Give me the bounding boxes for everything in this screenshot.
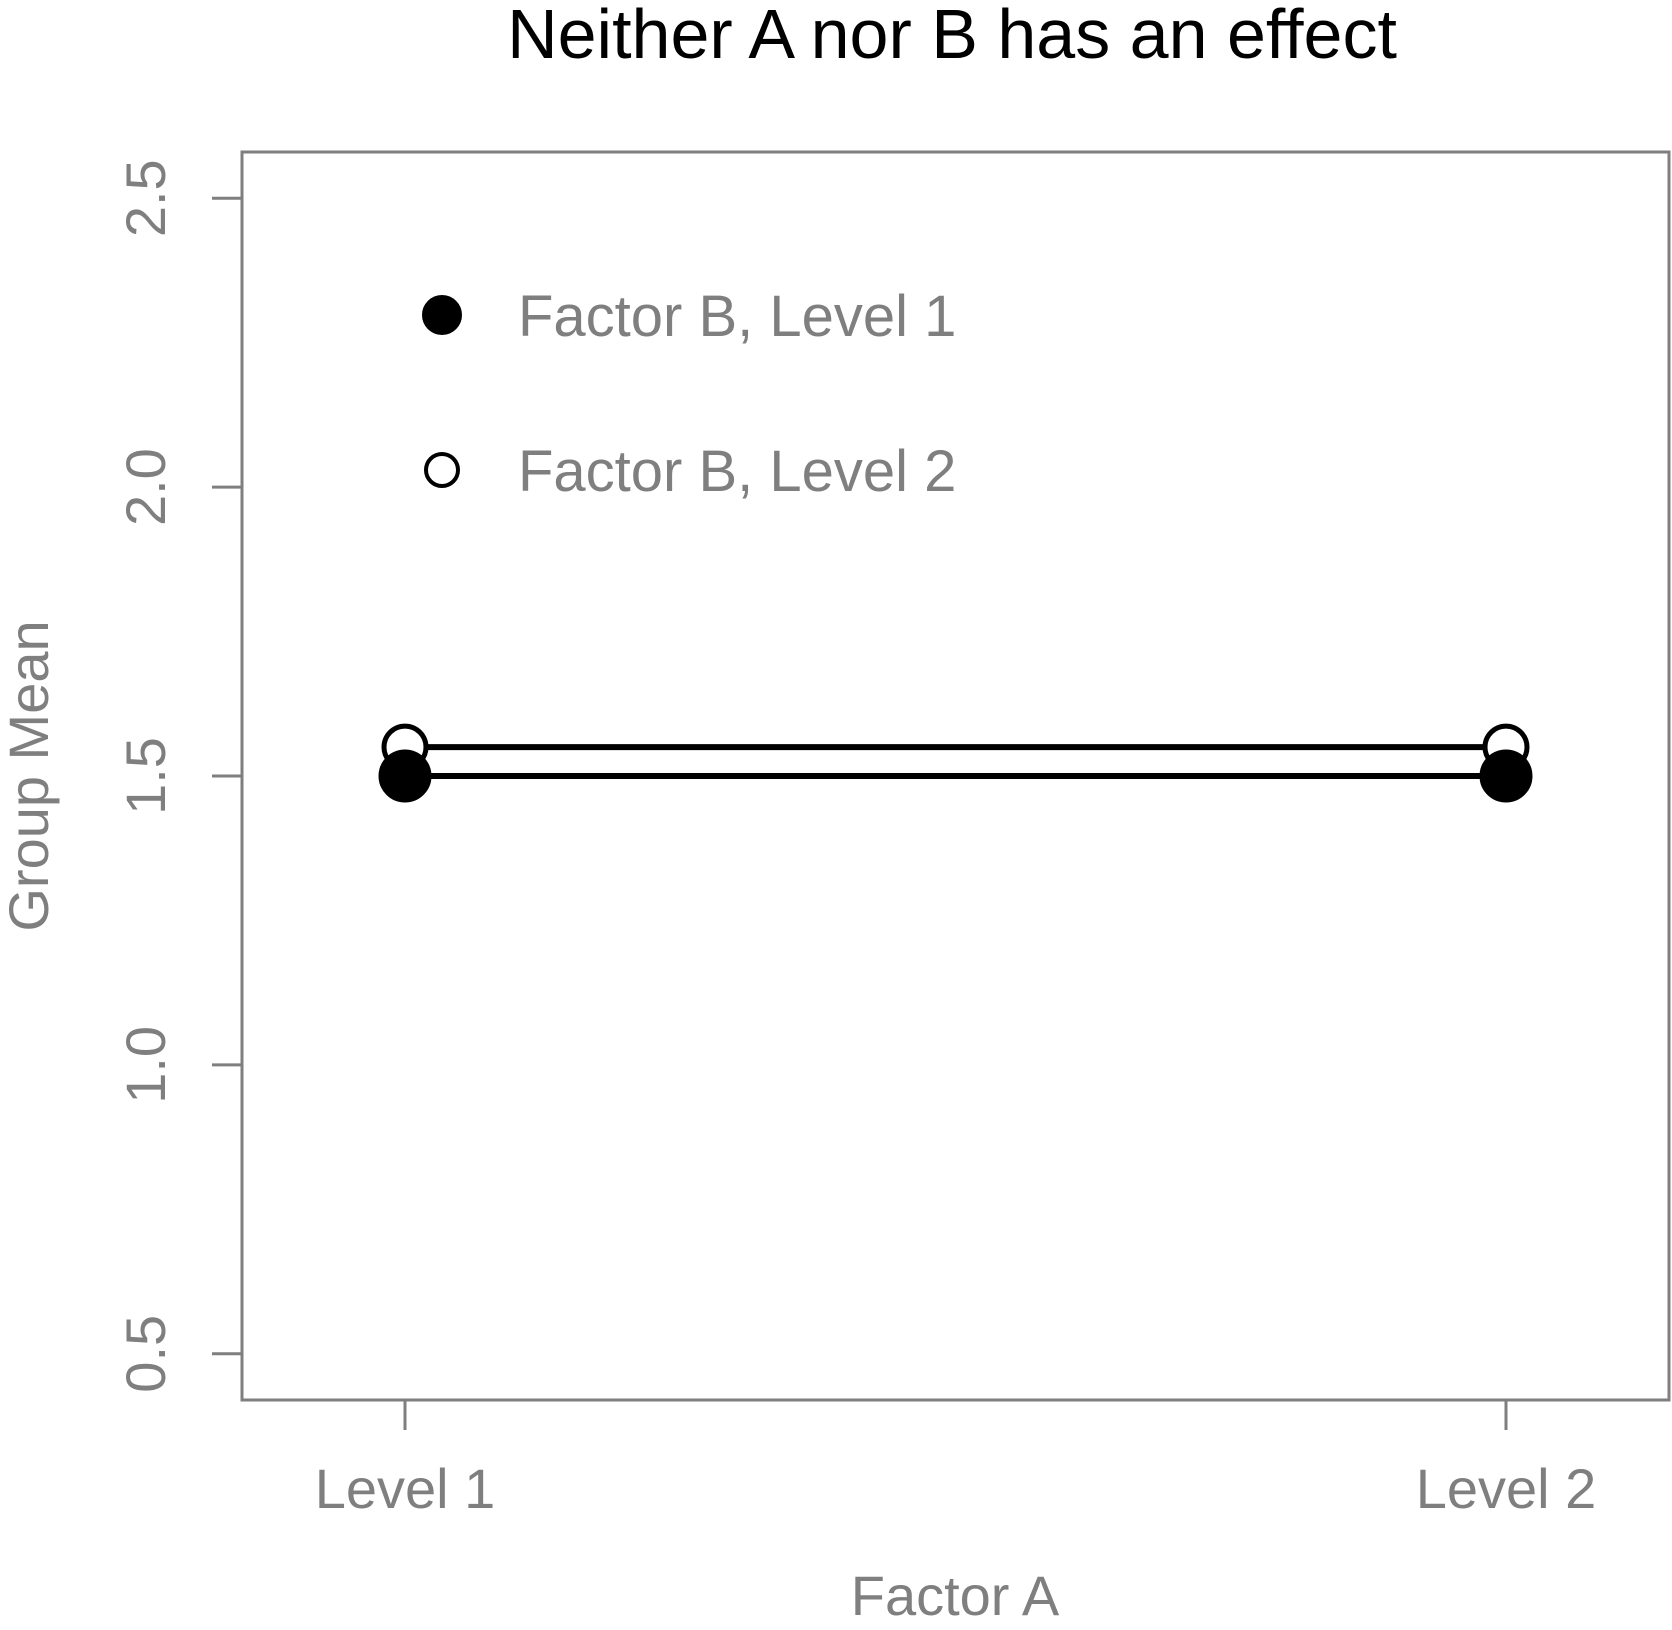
legend-entry-label: Factor B, Level 2 (518, 439, 956, 504)
data-point-filled (1479, 749, 1533, 803)
data-point-filled (378, 749, 432, 803)
x-tick-label: Level 1 (315, 1457, 496, 1520)
y-axis: 0.5 1.0 1.5 2.0 2.5 (114, 159, 242, 1393)
y-tick-label: 2.0 (114, 448, 177, 526)
y-tick-label: 1.0 (114, 1026, 177, 1104)
x-axis: Level 1 Level 2 (315, 1400, 1597, 1520)
y-axis-label: Group Mean (0, 620, 60, 931)
y-tick-label: 1.5 (114, 737, 177, 815)
y-tick-label: 2.5 (114, 159, 177, 237)
legend: Factor B, Level 1 Factor B, Level 2 (422, 284, 956, 504)
legend-marker-filled (422, 295, 462, 335)
y-tick-label: 0.5 (114, 1315, 177, 1393)
legend-marker-open (424, 452, 460, 488)
x-axis-label: Factor A (851, 1564, 1060, 1627)
x-tick-label: Level 2 (1416, 1457, 1597, 1520)
series-layer (378, 723, 1533, 803)
legend-entry-label: Factor B, Level 1 (518, 284, 956, 349)
chart-title: Neither A nor B has an effect (507, 0, 1397, 73)
